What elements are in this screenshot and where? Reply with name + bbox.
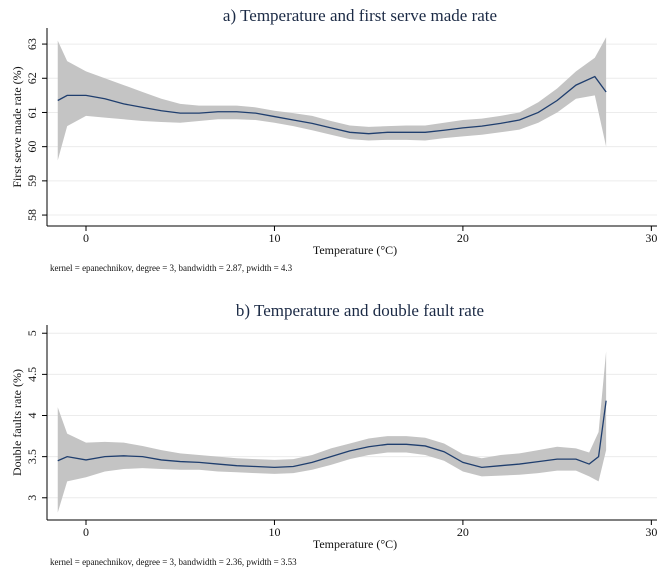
x-tick-label: 10 <box>268 525 280 539</box>
x-tick-label: 30 <box>645 525 657 539</box>
x-tick-label: 0 <box>83 525 89 539</box>
chart-title: b) Temperature and double fault rate <box>236 301 484 320</box>
x-tick-label: 30 <box>645 231 657 245</box>
note: kernel = epanechnikov, degree = 3, bandw… <box>50 557 297 567</box>
chart-title: a) Temperature and first serve made rate <box>223 6 497 25</box>
y-tick-label: 61 <box>25 106 39 118</box>
y-tick-label: 3 <box>25 495 39 501</box>
note: kernel = epanechnikov, degree = 3, bandw… <box>50 263 293 273</box>
x-tick-label: 20 <box>457 525 469 539</box>
y-tick-label: 62 <box>25 72 39 84</box>
y-tick-label: 5 <box>25 330 39 336</box>
y-tick-label: 58 <box>25 209 39 221</box>
x-tick-label: 10 <box>268 231 280 245</box>
y-axis-title: Double faults rate (%) <box>10 369 24 476</box>
x-tick-label: 0 <box>83 231 89 245</box>
y-tick-label: 63 <box>25 38 39 50</box>
y-tick-label: 4 <box>25 413 39 419</box>
confidence-band <box>57 351 607 513</box>
y-tick-label: 60 <box>25 141 39 153</box>
x-axis-title: Temperature (°C) <box>313 243 397 257</box>
y-tick-label: 3.5 <box>25 449 39 464</box>
y-tick-label: 4.5 <box>25 367 39 382</box>
fit-line <box>57 400 607 468</box>
confidence-band <box>57 37 607 161</box>
y-tick-label: 59 <box>25 175 39 187</box>
y-axis-title: First serve made rate (%) <box>10 66 24 187</box>
x-tick-label: 20 <box>457 231 469 245</box>
x-axis-title: Temperature (°C) <box>313 537 397 551</box>
fit-line <box>57 75 607 135</box>
